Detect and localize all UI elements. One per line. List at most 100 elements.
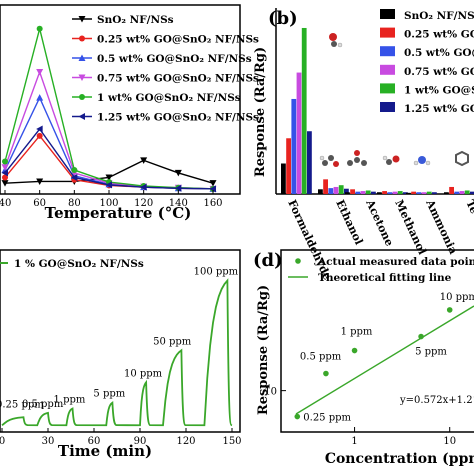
panel-d-xtick-label: 1 [351,436,357,447]
panel-c-legend-label: 1 % GO@SnO₂ NF/NSs [14,258,144,270]
panel-b-legend-label: 0.75 wt% GO@SnO₂ [404,66,474,78]
panel-b-legend-swatch [380,64,395,75]
methanol-molecule-icon [382,155,400,165]
panel-b-bar [318,189,323,194]
panel-d-data-point [446,307,453,313]
panel-d-data-point [323,370,329,377]
panel-b-bar [403,192,408,194]
panel-a-xtick-label: 140 [169,198,188,209]
panel-b-bar [426,191,432,194]
panel-a-xtick-label: 80 [68,198,81,209]
panel-d-point-label: 1 ppm [341,327,373,338]
panel-a-data-point [36,178,44,185]
panel-d: (d) Response (Ra/Rg) 1 10 10 0.25 ppm 0.5 p… [253,249,474,467]
panel-c-frame [0,249,241,433]
panel-c-xtick-label: 30 [42,436,55,447]
panel-c-concentration-label: 50 ppm [153,336,192,347]
panel-b-bar [365,190,371,194]
panel-c-xtick-label: 90 [134,436,147,447]
panel-a-data-point [209,185,216,193]
panel-b-category-label: Ammonia [423,197,460,256]
panel-a-legend-label: 0.5 wt% GO@SnO₂ NF/NSs [97,53,252,65]
panel-a-data-point [1,169,8,177]
panel-b-bar [350,189,355,194]
ammonia-molecule-icon [413,156,431,166]
panel-b-ylabel: Response (Ra/Rg) [253,47,268,177]
panel-a-data-point [140,157,148,164]
panel-a-legend-label: 0.75 wt% GO@SnO₂ NF/NSs [97,73,259,85]
panel-a-data-point [174,169,182,177]
panel-b-bar [338,185,344,194]
panel-d-frame [280,249,474,433]
panel-b-legend-label: 1.25 wt% GO@SnO₂ [404,103,474,115]
panel-c-response-trace [1,278,233,427]
panel-c-xtick-label: 120 [176,436,195,447]
panel-a-data-point [36,132,43,139]
panel-b-bar [296,72,302,194]
panel-a-data-point [36,25,43,32]
panel-b-bar [432,192,437,194]
panel-a-data-point [2,158,8,165]
panel-a: 40 60 80 100 120 140 160 SnO₂ NF/NSs 0.25 wt% G… [0,4,259,222]
panel-a-data-point [36,69,44,76]
panel-b-bar [323,179,328,194]
panel-b-bar [377,192,382,194]
panel-a-legend-marker [79,35,85,42]
panel-c-concentration-label: 10 ppm [124,368,163,379]
panel-a-xtick-label: 60 [33,198,46,209]
panel-b-legend-label: 0.25 wt% GO@SnO₂ [404,29,474,41]
panel-b-bar [355,191,361,194]
panel-a-xtick-label: 120 [134,198,153,209]
panel-a-data-point [70,173,78,181]
panel-b-legend-swatch [380,46,395,57]
panel-b-bar [411,191,416,194]
acetone-molecule-icon [347,150,367,166]
panel-b-legend-swatch [380,83,395,94]
panel-b-bar [286,138,291,194]
panel-b-legend-swatch [380,102,395,112]
panel-d-data-point [294,413,301,420]
panel-c-xtick-label: 60 [88,436,101,447]
panel-a-xlabel: Temperature (°C) [45,204,192,222]
panel-b-bar [392,191,398,194]
panel-a-legend-marker [79,94,85,100]
panel-a-data-point [2,174,8,181]
panel-d-data-point [351,347,358,354]
panel-d-legend-marker [295,258,301,264]
panel-d-xtick-label: 10 [443,436,456,447]
panel-b-bar [371,191,376,194]
toluene-molecule-icon [455,150,469,167]
panel-a-data-point [1,164,9,171]
panel-b-bar [360,191,366,194]
panel-a-data-point [174,184,182,192]
panel-b-bar [382,191,387,194]
panel-c-xtick-label: 0 [0,436,5,447]
panel-d-ytick-label: 10 [264,387,277,398]
ethanol-molecule-icon [319,155,339,167]
panel-a-xtick-label: 40 [0,198,11,209]
panel-d-point-label: 0.5 ppm [300,352,342,363]
panel-b-bar [406,192,411,194]
fit-equation: y=0.572x+1.21 [399,395,474,406]
panel-d-xlabel: Concentration (ppm [325,451,474,467]
panel-b-bar [307,131,312,194]
panel-d-point-label: 0.25 ppm [303,413,351,424]
panel-a-data-point [105,181,112,189]
panel-a-legend-marker [78,54,86,61]
panel-b-category-label: Ethanol [333,198,365,247]
panel-d-letter: (d) [253,250,283,271]
panel-d-point-label: 5 ppm [415,347,447,358]
panel-a-data-point [36,94,44,101]
panel-a-legend-marker [78,74,86,81]
panel-a-frame [0,4,241,195]
panel-b-category-label: Te [463,198,474,216]
panel-b-legend-label: 0.5 wt% GO@SnO₂ [404,47,474,59]
panel-d-ylabel: Response (Ra/Rg) [256,285,271,415]
panel-b-bar [444,192,449,194]
panel-b-category-label: Methanol [392,198,429,257]
molecule-icons [319,33,469,167]
panel-a-data-point [105,174,113,181]
panel-a-series-line [4,69,214,190]
panel-a-data-point [1,180,9,187]
